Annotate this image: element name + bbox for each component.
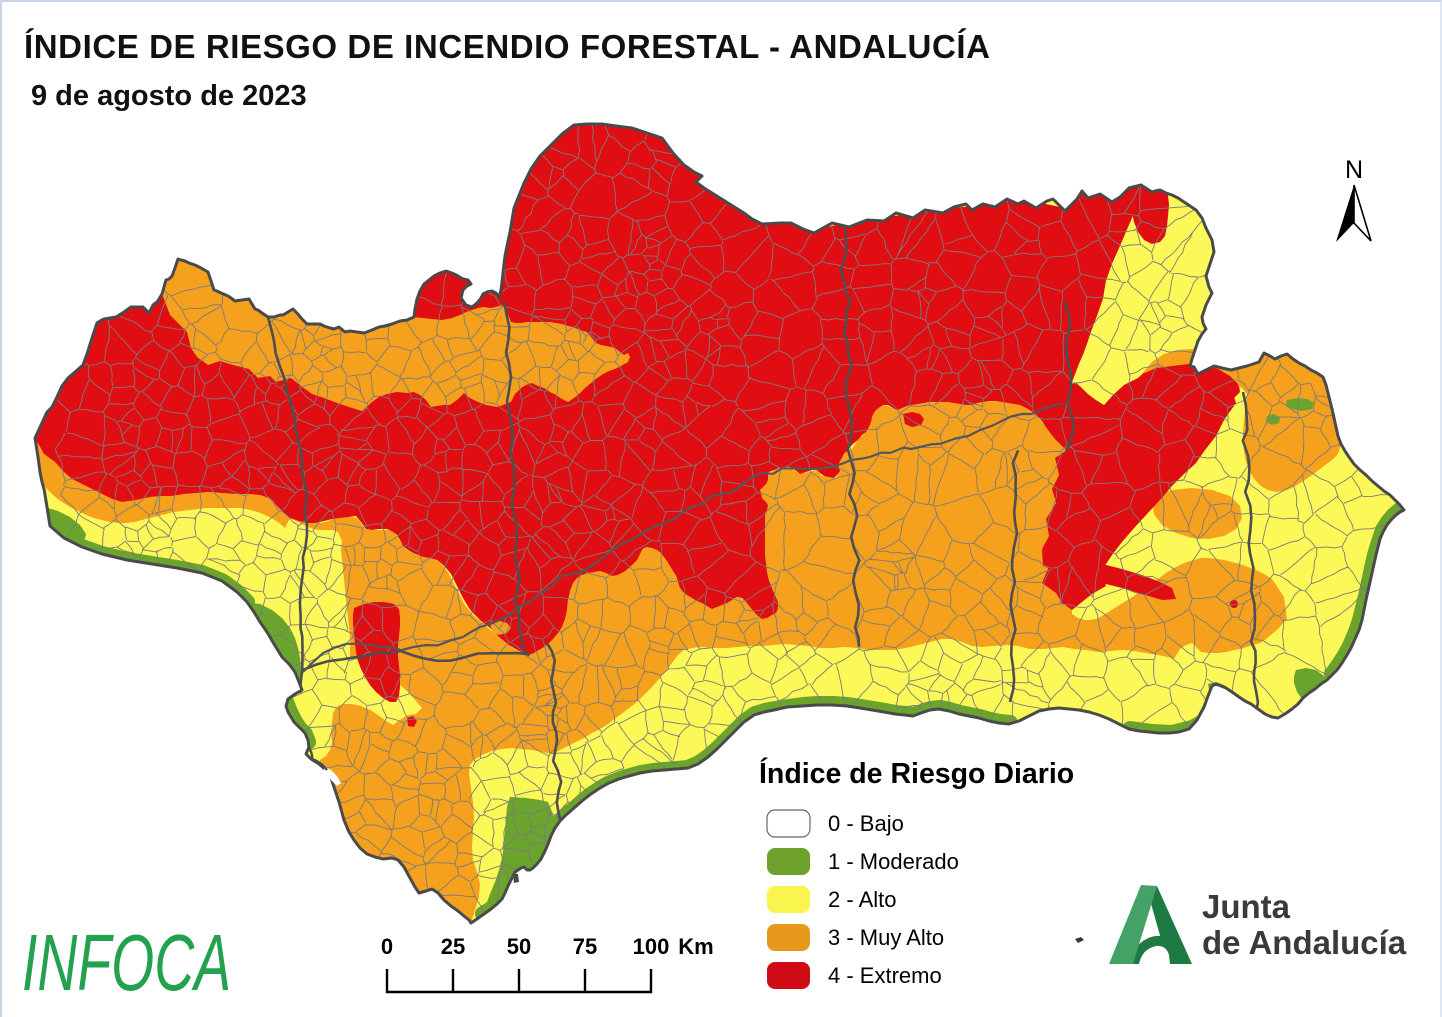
svg-text:Km: Km [678, 934, 713, 959]
svg-text:50: 50 [507, 934, 531, 959]
svg-text:4 - Extremo: 4 - Extremo [828, 963, 942, 988]
svg-text:Índice de Riesgo Diario: Índice de Riesgo Diario [759, 758, 1074, 790]
svg-text:25: 25 [441, 934, 465, 959]
svg-text:1 - Moderado: 1 - Moderado [828, 849, 959, 874]
svg-text:2 - Alto: 2 - Alto [828, 887, 896, 912]
svg-text:0: 0 [381, 934, 393, 959]
svg-text:de Andalucía: de Andalucía [1202, 924, 1407, 961]
svg-text:Junta: Junta [1202, 888, 1291, 925]
svg-text:0 - Bajo: 0 - Bajo [828, 811, 904, 836]
svg-text:100: 100 [633, 934, 670, 959]
svg-text:3 - Muy Alto: 3 - Muy Alto [828, 925, 944, 950]
svg-text:75: 75 [573, 934, 597, 959]
svg-text:N: N [1345, 156, 1363, 184]
